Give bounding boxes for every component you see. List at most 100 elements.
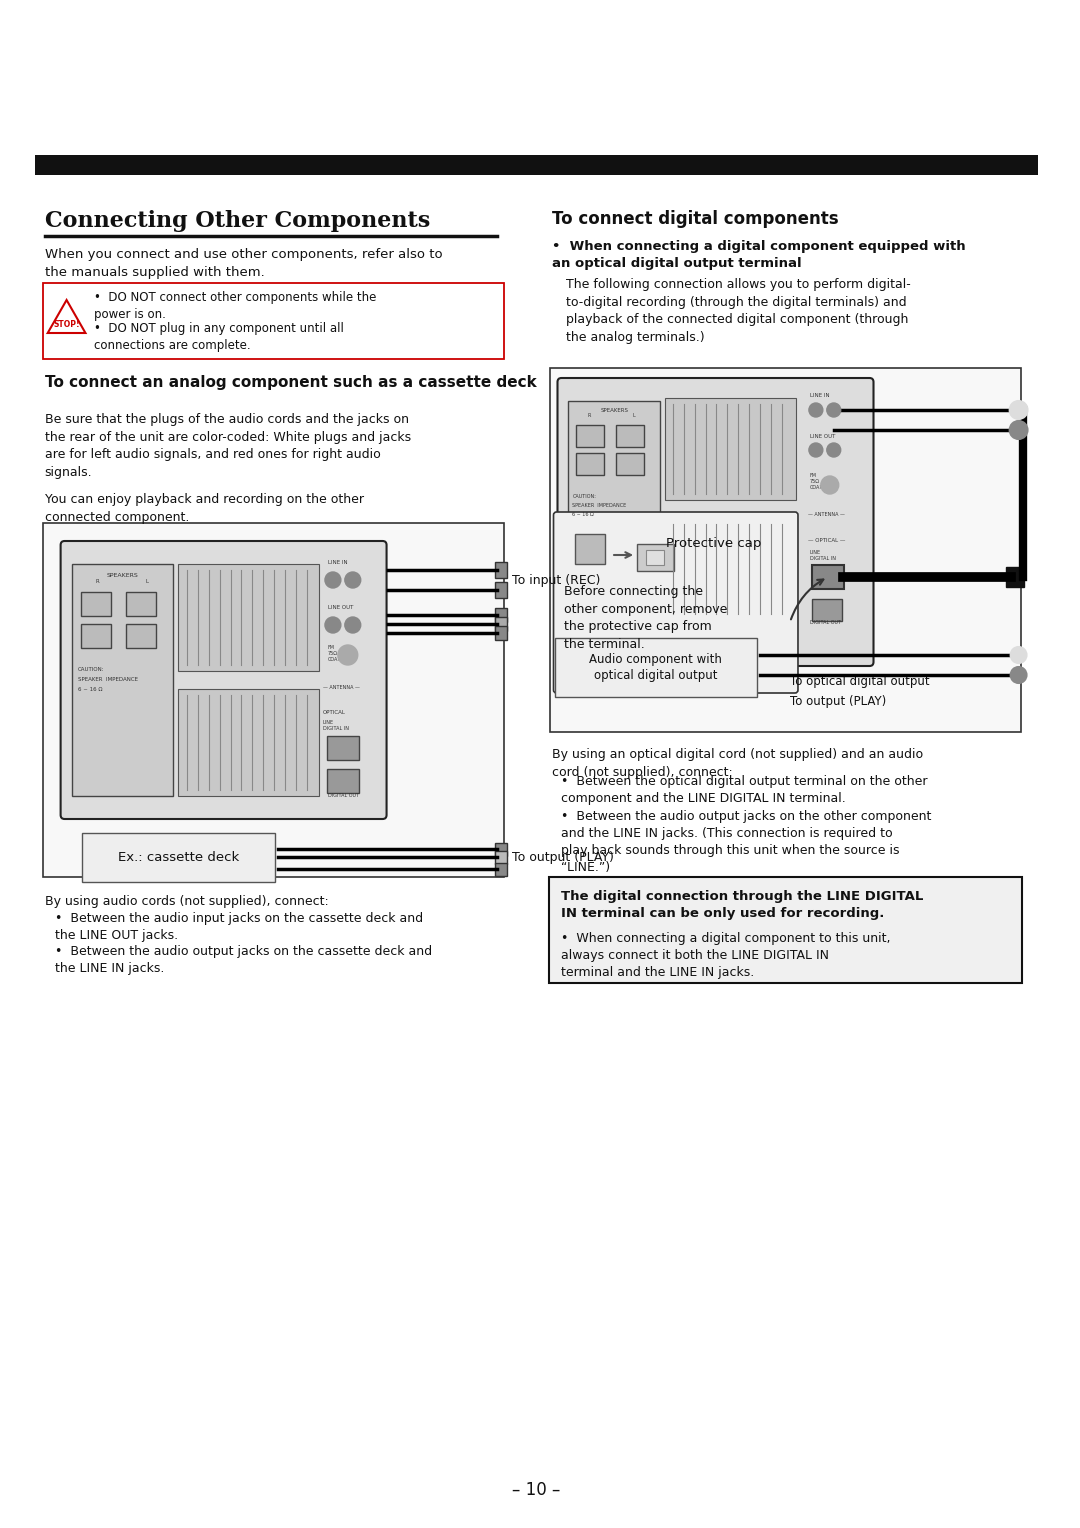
- Text: LINE IN: LINE IN: [810, 393, 829, 397]
- FancyBboxPatch shape: [495, 863, 507, 876]
- FancyBboxPatch shape: [1005, 567, 1024, 587]
- FancyBboxPatch shape: [327, 736, 359, 759]
- Text: To input (REC): To input (REC): [512, 573, 600, 587]
- Bar: [35, 154, 1039, 176]
- Circle shape: [827, 403, 840, 417]
- Circle shape: [338, 645, 357, 665]
- FancyBboxPatch shape: [495, 582, 507, 597]
- FancyBboxPatch shape: [495, 626, 507, 640]
- Text: To connect an analog component such as a cassette deck: To connect an analog component such as a…: [44, 374, 537, 390]
- FancyBboxPatch shape: [178, 564, 319, 671]
- Text: SPEAKERS: SPEAKERS: [600, 408, 629, 413]
- FancyBboxPatch shape: [495, 608, 507, 622]
- Text: DIGITAL OUT: DIGITAL OUT: [328, 793, 359, 798]
- FancyBboxPatch shape: [550, 368, 1021, 732]
- Text: Before connecting the
other component, remove
the protective cap from
the termin: Before connecting the other component, r…: [565, 585, 728, 651]
- Text: R: R: [95, 579, 99, 584]
- FancyBboxPatch shape: [554, 512, 798, 694]
- Circle shape: [325, 571, 341, 588]
- Circle shape: [345, 571, 361, 588]
- FancyBboxPatch shape: [812, 565, 843, 588]
- Text: To output (PLAY): To output (PLAY): [512, 851, 613, 863]
- Text: •  When connecting a digital component equipped with
an optical digital output t: • When connecting a digital component eq…: [552, 240, 966, 270]
- FancyBboxPatch shape: [549, 877, 1022, 983]
- FancyBboxPatch shape: [495, 851, 507, 863]
- Text: LINE
DIGITAL IN: LINE DIGITAL IN: [323, 720, 349, 730]
- Text: — OPTICAL —: — OPTICAL —: [808, 538, 846, 542]
- Text: You can enjoy playback and recording on the other
connected component.: You can enjoy playback and recording on …: [44, 494, 364, 524]
- Circle shape: [1011, 646, 1027, 663]
- FancyBboxPatch shape: [646, 550, 664, 565]
- Text: CAUTION:: CAUTION:: [78, 668, 104, 672]
- Text: R: R: [588, 413, 591, 419]
- Text: OPTICAL: OPTICAL: [323, 711, 346, 715]
- FancyBboxPatch shape: [71, 564, 173, 796]
- Text: To connect digital components: To connect digital components: [552, 209, 838, 228]
- Text: By using an optical digital cord (not supplied) and an audio
cord (not supplied): By using an optical digital cord (not su…: [552, 749, 922, 778]
- Text: FM
75Ω
COAXIAL: FM 75Ω COAXIAL: [810, 474, 832, 489]
- FancyBboxPatch shape: [576, 533, 605, 564]
- FancyBboxPatch shape: [81, 623, 111, 648]
- Text: •  Between the optical digital output terminal on the other
component and the LI: • Between the optical digital output ter…: [562, 775, 928, 805]
- Circle shape: [1010, 400, 1027, 419]
- Text: •  Between the audio output jacks on the cassette deck and
the LINE IN jacks.: • Between the audio output jacks on the …: [55, 944, 432, 975]
- FancyBboxPatch shape: [495, 617, 507, 631]
- Text: The following connection allows you to perform digital-
to-digital recording (th: The following connection allows you to p…: [566, 278, 912, 344]
- Text: •  Between the audio input jacks on the cassette deck and
the LINE OUT jacks.: • Between the audio input jacks on the c…: [55, 912, 422, 941]
- Text: LINE OUT: LINE OUT: [810, 434, 835, 439]
- FancyBboxPatch shape: [637, 544, 674, 571]
- FancyBboxPatch shape: [577, 452, 604, 475]
- Text: – 10 –: – 10 –: [512, 1481, 561, 1499]
- Text: Protective cap: Protective cap: [665, 536, 761, 550]
- Text: SPEAKERS: SPEAKERS: [106, 573, 138, 578]
- FancyBboxPatch shape: [812, 599, 841, 620]
- Text: •  Between the audio output jacks on the other component
and the LINE IN jacks. : • Between the audio output jacks on the …: [562, 810, 932, 874]
- Text: SPEAKER  IMPEDANCE: SPEAKER IMPEDANCE: [78, 677, 137, 681]
- Text: — ANTENNA —: — ANTENNA —: [808, 512, 845, 516]
- FancyBboxPatch shape: [178, 689, 319, 796]
- Circle shape: [1010, 422, 1027, 439]
- Text: To output (PLAY): To output (PLAY): [791, 695, 887, 707]
- Text: To optical digital output: To optical digital output: [791, 675, 930, 688]
- Circle shape: [809, 403, 823, 417]
- Text: Ex.: cassette deck: Ex.: cassette deck: [118, 851, 240, 863]
- Text: •  When connecting a digital component to this unit,
always connect it both the : • When connecting a digital component to…: [562, 932, 891, 979]
- Text: 6 ~ 16 Ω: 6 ~ 16 Ω: [572, 512, 594, 516]
- Circle shape: [827, 443, 840, 457]
- FancyBboxPatch shape: [616, 452, 644, 475]
- Circle shape: [1011, 668, 1027, 683]
- FancyBboxPatch shape: [495, 562, 507, 578]
- FancyBboxPatch shape: [577, 425, 604, 448]
- Text: SPEAKER  IMPEDANCE: SPEAKER IMPEDANCE: [572, 503, 626, 507]
- Text: 6 ~ 16 Ω: 6 ~ 16 Ω: [78, 688, 102, 692]
- Text: LINE IN: LINE IN: [328, 559, 348, 565]
- FancyBboxPatch shape: [43, 523, 504, 877]
- FancyBboxPatch shape: [327, 769, 359, 793]
- Text: STOP!: STOP!: [53, 319, 80, 329]
- Text: L: L: [146, 579, 149, 584]
- Circle shape: [821, 477, 839, 494]
- FancyBboxPatch shape: [568, 400, 660, 643]
- FancyBboxPatch shape: [126, 623, 156, 648]
- FancyBboxPatch shape: [554, 639, 757, 697]
- Text: By using audio cords (not supplied), connect:: By using audio cords (not supplied), con…: [44, 895, 328, 908]
- Text: When you connect and use other components, refer also to
the manuals supplied wi: When you connect and use other component…: [44, 248, 443, 280]
- Circle shape: [809, 443, 823, 457]
- FancyBboxPatch shape: [82, 833, 275, 882]
- Text: L: L: [633, 413, 635, 419]
- Text: Connecting Other Components: Connecting Other Components: [44, 209, 430, 232]
- FancyBboxPatch shape: [616, 425, 644, 448]
- FancyBboxPatch shape: [557, 377, 874, 666]
- Text: •  DO NOT connect other components while the
power is on.: • DO NOT connect other components while …: [94, 290, 377, 321]
- Text: DIGITAL OUT: DIGITAL OUT: [810, 620, 841, 625]
- Text: FM
75Ω
COAXIAL: FM 75Ω COAXIAL: [328, 645, 349, 662]
- Circle shape: [325, 617, 341, 633]
- FancyBboxPatch shape: [43, 283, 504, 359]
- FancyBboxPatch shape: [126, 591, 156, 616]
- Text: LINE OUT: LINE OUT: [328, 605, 353, 610]
- FancyBboxPatch shape: [665, 397, 796, 500]
- Text: The digital connection through the LINE DIGITAL
IN terminal can be only used for: The digital connection through the LINE …: [562, 889, 923, 920]
- Text: Audio component with
optical digital output: Audio component with optical digital out…: [590, 652, 723, 681]
- Text: LINE
DIGITAL IN: LINE DIGITAL IN: [810, 550, 836, 561]
- Text: CAUTION:: CAUTION:: [572, 494, 596, 500]
